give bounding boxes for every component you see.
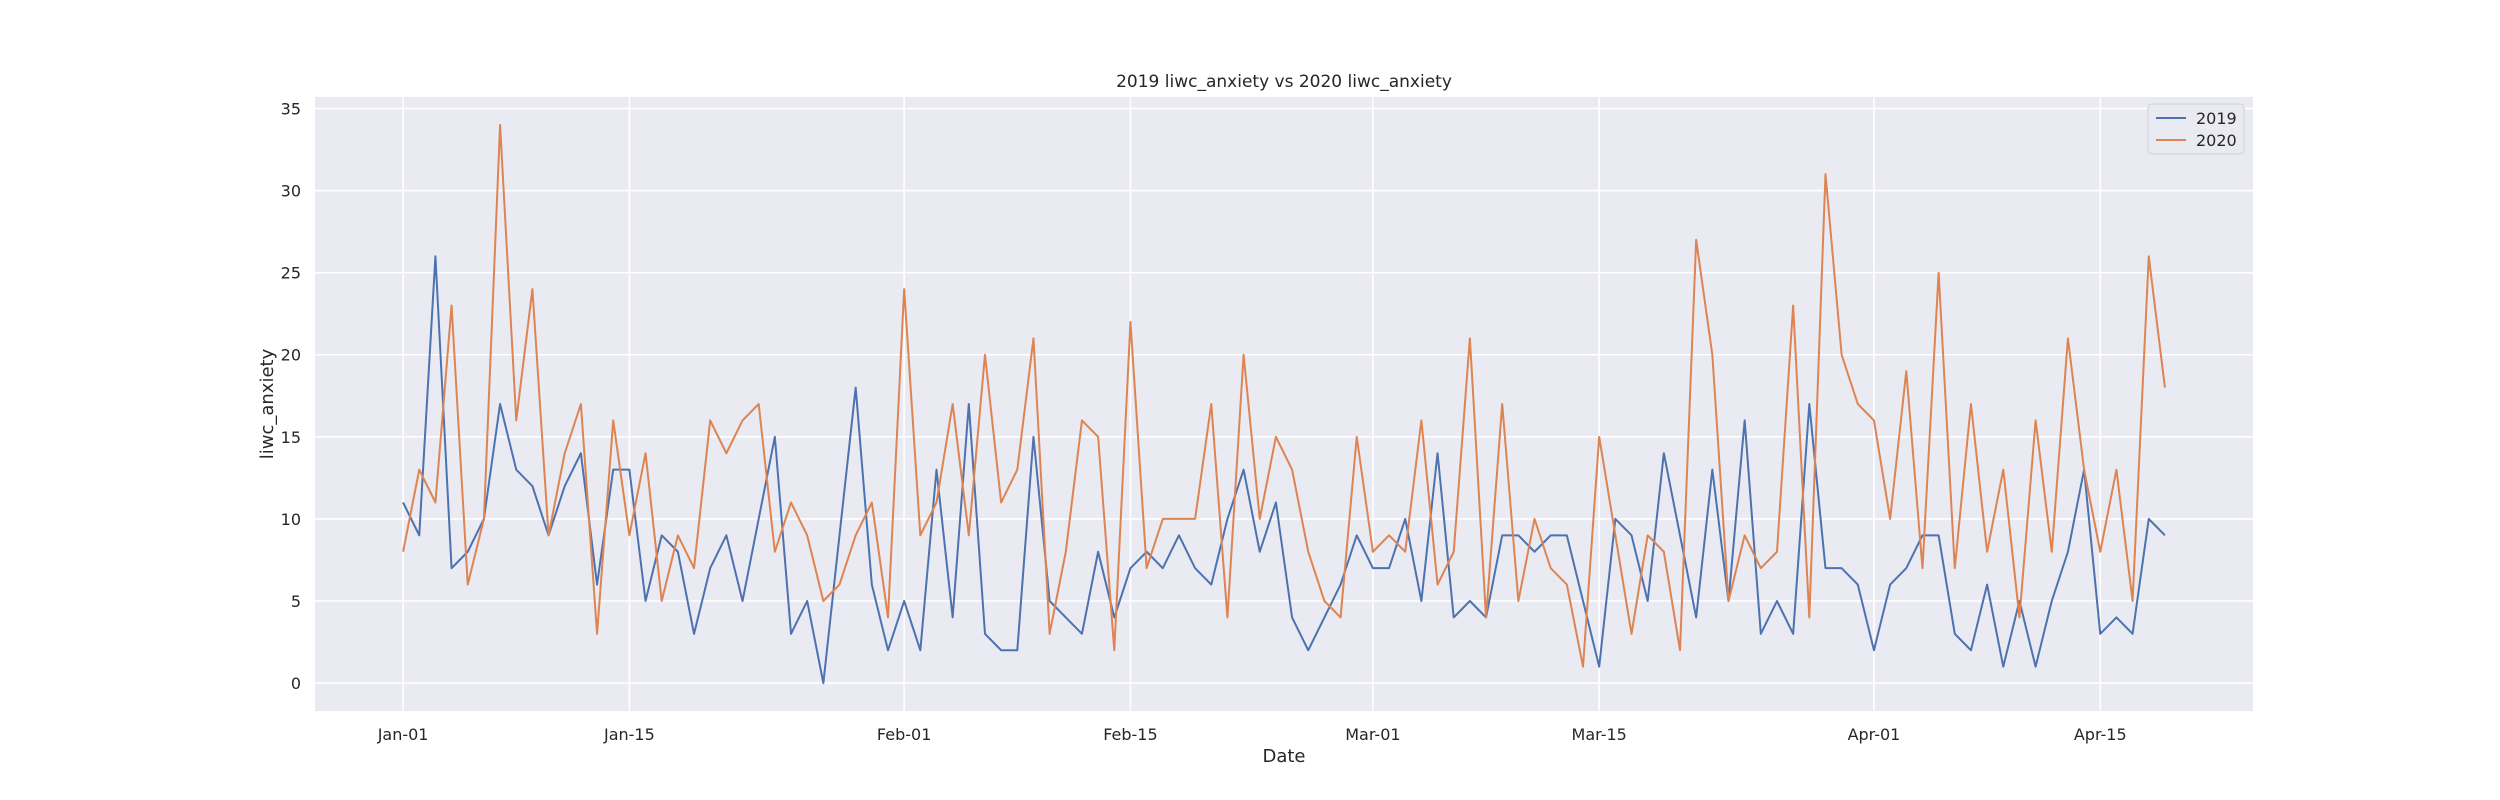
- x-axis-label: Date: [1262, 746, 1305, 767]
- x-tick-label: Jan-15: [603, 725, 655, 744]
- chart-title: 2019 liwc_anxiety vs 2020 liwc_anxiety: [1116, 72, 1452, 92]
- legend-box: [2147, 103, 2245, 155]
- y-tick-label: 0: [291, 674, 301, 693]
- gridlines: [315, 97, 2253, 711]
- x-tick-label: Jan-01: [377, 725, 429, 744]
- y-axis-label: liwc_anxiety: [257, 348, 278, 459]
- y-tick-label: 30: [281, 182, 301, 201]
- x-tick-label: Apr-01: [1848, 725, 1901, 744]
- y-tick-label: 20: [281, 346, 301, 365]
- series-line-2020: [402, 123, 2166, 668]
- y-tick-label: 10: [281, 510, 301, 529]
- legend-label-2020: 2020: [2196, 131, 2237, 150]
- series-line-2019: [402, 255, 2166, 685]
- axis-ticks: 0 5 10 15 20 25 30 35 Jan-01 Jan-15 Feb-01 Feb-15 Ma…: [281, 99, 2127, 744]
- series-lines: [402, 123, 2166, 685]
- x-tick-label: Feb-15: [1103, 725, 1157, 744]
- x-tick-label: Mar-15: [1572, 725, 1627, 744]
- y-tick-label: 35: [281, 99, 301, 118]
- plot-background: [315, 97, 2253, 711]
- y-tick-label: 5: [291, 592, 301, 611]
- y-tick-label: 25: [281, 264, 301, 283]
- legend: 2019 2020: [2147, 103, 2245, 155]
- legend-label-2019: 2019: [2196, 109, 2237, 128]
- x-tick-label: Apr-15: [2074, 725, 2127, 744]
- x-tick-label: Mar-01: [1345, 725, 1400, 744]
- x-tick-label: Feb-01: [877, 725, 931, 744]
- y-tick-label: 15: [281, 428, 301, 447]
